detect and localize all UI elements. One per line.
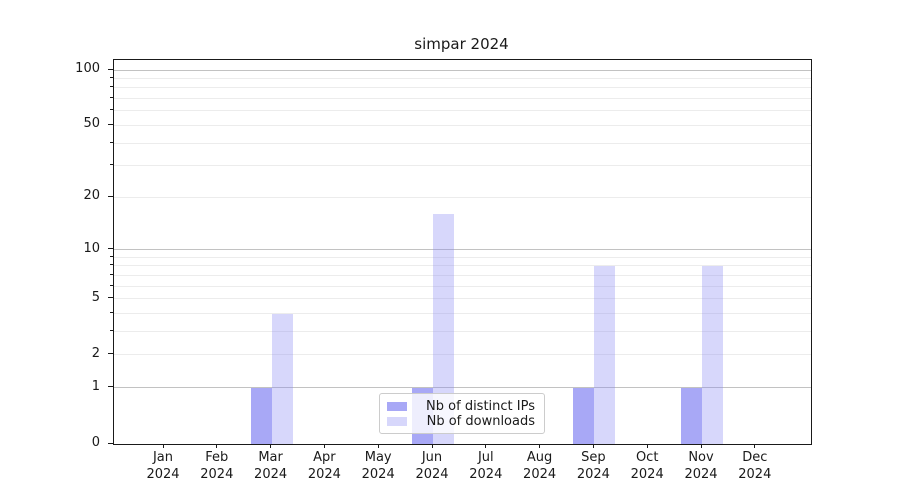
x-tick [754, 444, 756, 448]
x-tick-label: Sep 2024 [576, 450, 610, 482]
y-minor-tick [110, 109, 113, 111]
minor-gridline [114, 331, 811, 333]
y-tick [108, 353, 113, 355]
y-tick [108, 248, 113, 250]
y-minor-tick [110, 164, 113, 166]
x-tick-label: Jan 2024 [146, 450, 180, 482]
x-tick [162, 444, 164, 448]
y-minor-tick [110, 255, 113, 257]
minor-gridline [114, 87, 811, 89]
x-tick [216, 444, 218, 448]
major-gridline [114, 69, 811, 71]
y-tick-label: 1 [91, 378, 100, 394]
minor-gridline [114, 142, 811, 144]
y-minor-tick [110, 86, 113, 88]
bar-distinct-ips [573, 387, 595, 444]
bar-distinct-ips [250, 387, 272, 444]
bar-downloads [702, 265, 723, 444]
y-tick-label: 0 [91, 435, 100, 450]
minor-gridline [114, 274, 811, 276]
y-tick-label: 10 [83, 240, 100, 256]
minor-gridline [114, 265, 811, 267]
x-tick-label: Jun 2024 [415, 450, 449, 482]
bar-downloads [594, 265, 616, 444]
legend: Nb of distinct IPs Nb of downloads [379, 393, 545, 434]
legend-swatch-downloads [387, 417, 407, 426]
minor-gridline [114, 110, 811, 112]
y-minor-tick [110, 76, 113, 78]
y-tick [108, 442, 113, 444]
x-tick-label: Oct 2024 [630, 450, 664, 482]
major-gridline [114, 387, 811, 389]
legend-label: Nb of distinct IPs [426, 399, 535, 414]
chart-title: simpar 2024 [414, 35, 509, 53]
minor-gridline [114, 165, 811, 167]
minor-gridline [114, 285, 811, 287]
bar-downloads [271, 313, 293, 444]
x-tick [377, 444, 379, 448]
minor-gridline [114, 98, 811, 100]
y-tick [108, 297, 113, 299]
x-tick-label: Apr 2024 [307, 450, 341, 482]
bar-distinct-ips [681, 387, 702, 444]
y-tick-label: 5 [91, 289, 100, 305]
minor-gridline [114, 77, 811, 79]
minor-gridline [114, 354, 811, 356]
minor-gridline [114, 196, 811, 198]
y-minor-tick [110, 284, 113, 286]
x-tick-label: Mar 2024 [254, 450, 288, 482]
y-minor-tick [110, 97, 113, 99]
x-tick-label: Feb 2024 [200, 450, 234, 482]
legend-item: Nb of distinct IPs [387, 399, 535, 414]
y-tick [108, 386, 113, 388]
legend-label: Nb of downloads [426, 414, 535, 429]
y-minor-tick [110, 330, 113, 332]
bar-downloads [433, 214, 454, 444]
x-tick [646, 444, 648, 448]
y-tick-label: 100 [75, 61, 100, 76]
plot-area: Nb of distinct IPs Nb of downloads [113, 59, 812, 445]
x-tick-label: Jul 2024 [469, 450, 503, 482]
x-tick [431, 444, 433, 448]
y-minor-tick [110, 312, 113, 314]
legend-swatch-distinct-ips [387, 402, 407, 411]
legend-item: Nb of downloads [387, 414, 535, 429]
y-tick-label: 2 [91, 345, 100, 361]
y-minor-tick [110, 264, 113, 266]
y-tick [108, 195, 113, 197]
x-tick-label: Aug 2024 [523, 450, 557, 482]
x-tick-label: Nov 2024 [684, 450, 718, 482]
y-minor-tick [110, 141, 113, 143]
x-tick [485, 444, 487, 448]
y-tick-label: 20 [83, 188, 100, 204]
x-tick-label: Dec 2024 [738, 450, 772, 482]
y-tick [108, 123, 113, 125]
x-tick [700, 444, 702, 448]
minor-gridline [114, 124, 811, 126]
x-tick [539, 444, 541, 448]
x-tick-label: May 2024 [361, 450, 395, 482]
minor-gridline [114, 313, 811, 315]
y-minor-tick [110, 273, 113, 275]
y-tick-label: 50 [83, 116, 100, 132]
major-gridline [114, 249, 811, 251]
x-tick [270, 444, 272, 448]
x-tick [323, 444, 325, 448]
x-tick [592, 444, 594, 448]
minor-gridline [114, 298, 811, 300]
minor-gridline [114, 256, 811, 258]
y-tick [108, 68, 113, 70]
